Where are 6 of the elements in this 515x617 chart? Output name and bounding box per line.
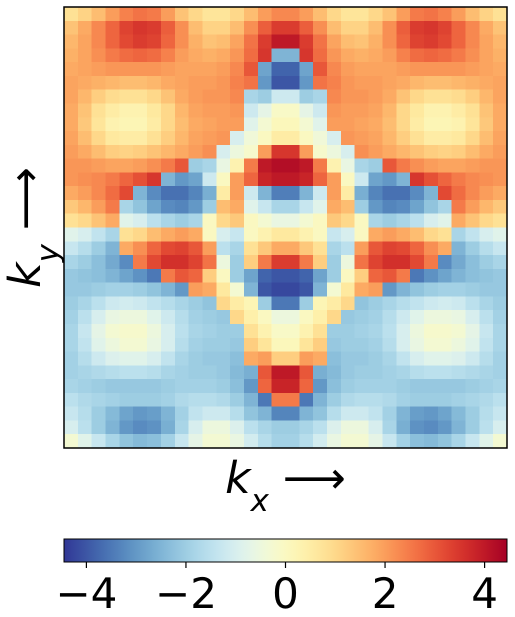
- color-bar-label: 4: [471, 568, 498, 617]
- color-bar-label: 2: [372, 568, 398, 617]
- color-bar-label: 0: [272, 568, 299, 617]
- color-bar-label: −2: [154, 568, 217, 617]
- x-axis-title: k$_{x}$ ⟶: [225, 453, 346, 519]
- color-bar-label: −4: [55, 568, 118, 617]
